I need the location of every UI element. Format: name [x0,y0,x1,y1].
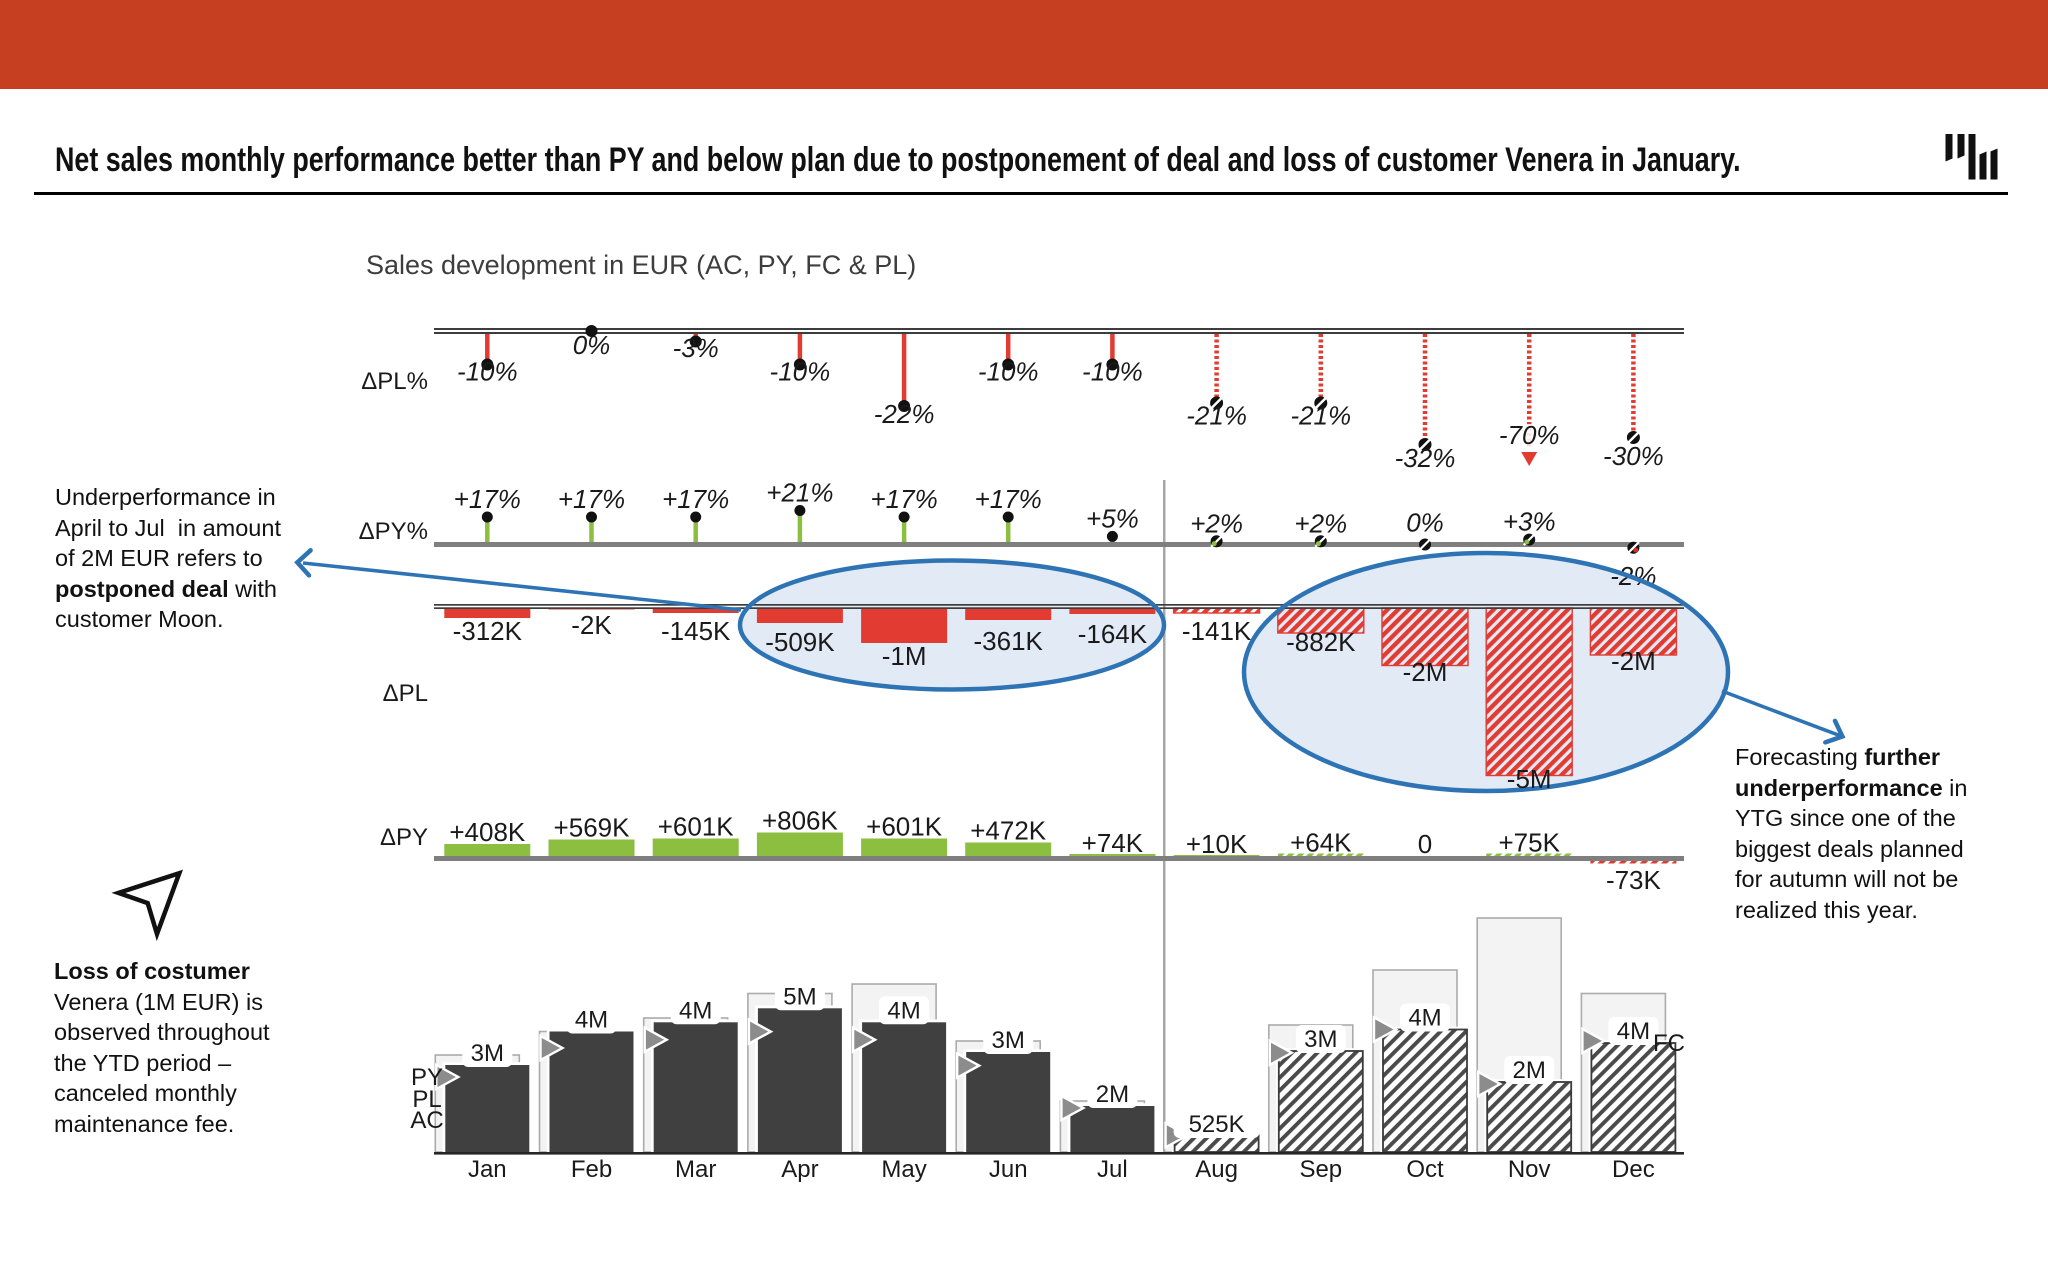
svg-text:4M: 4M [887,997,920,1024]
svg-text:+3%: +3% [1503,507,1556,537]
svg-text:+2%: +2% [1294,508,1347,538]
svg-text:-2M: -2M [1403,657,1448,687]
svg-text:AC: AC [410,1107,443,1134]
svg-text:4M: 4M [1617,1018,1650,1045]
svg-text:Apr: Apr [781,1156,818,1183]
svg-text:+10K: +10K [1186,829,1248,859]
svg-text:525K: 525K [1189,1111,1245,1138]
svg-text:-164K: -164K [1078,619,1148,649]
svg-text:-70%: -70% [1499,420,1560,450]
svg-text:+17%: +17% [662,484,729,514]
svg-text:-32%: -32% [1395,443,1456,473]
svg-text:-21%: -21% [1290,401,1351,431]
svg-text:Nov: Nov [1508,1156,1551,1183]
svg-text:+17%: +17% [454,484,521,514]
svg-text:2M: 2M [1096,1081,1129,1108]
svg-text:0: 0 [1418,829,1432,859]
svg-text:PL: PL [412,1086,441,1113]
svg-text:-361K: -361K [974,626,1044,656]
svg-text:ΔPY: ΔPY [380,824,428,851]
svg-text:-5M: -5M [1507,764,1552,794]
svg-text:-141K: -141K [1182,616,1252,646]
svg-text:3M: 3M [992,1027,1025,1054]
svg-text:Jan: Jan [468,1156,507,1183]
svg-text:+472K: +472K [970,816,1047,846]
svg-text:-73K: -73K [1606,865,1662,895]
svg-text:+17%: +17% [870,484,937,514]
svg-text:-10%: -10% [1082,357,1143,387]
svg-text:May: May [881,1156,926,1183]
svg-text:Jun: Jun [989,1156,1028,1183]
svg-text:-10%: -10% [770,357,831,387]
svg-text:FC: FC [1653,1030,1685,1057]
svg-text:-882K: -882K [1286,627,1356,657]
svg-text:+21%: +21% [766,478,833,508]
svg-text:-3%: -3% [673,333,719,363]
svg-text:-2M: -2M [1611,646,1656,676]
svg-text:+2%: +2% [1190,508,1243,538]
svg-text:-1M: -1M [882,641,927,671]
svg-text:-21%: -21% [1186,401,1247,431]
svg-text:ΔPY%: ΔPY% [359,518,428,545]
svg-text:-30%: -30% [1603,441,1664,471]
svg-text:-509K: -509K [765,627,835,657]
svg-text:2M: 2M [1513,1057,1546,1084]
svg-text:+17%: +17% [558,484,625,514]
svg-text:ΔPL: ΔPL [383,680,428,707]
svg-text:-145K: -145K [661,616,731,646]
svg-text:+17%: +17% [975,484,1042,514]
svg-text:5M: 5M [783,983,816,1010]
svg-text:+601K: +601K [658,812,735,842]
svg-text:-22%: -22% [874,399,935,429]
svg-text:Dec: Dec [1612,1156,1655,1183]
svg-text:0%: 0% [1406,508,1444,538]
svg-text:+408K: +408K [449,817,526,847]
svg-text:+601K: +601K [866,812,943,842]
svg-text:4M: 4M [679,997,712,1024]
svg-text:PY: PY [411,1064,443,1091]
svg-text:ΔPL%: ΔPL% [361,368,428,395]
svg-text:Sep: Sep [1299,1156,1342,1183]
svg-text:Jul: Jul [1097,1156,1128,1183]
svg-text:+75K: +75K [1498,828,1560,858]
svg-text:4M: 4M [1408,1005,1441,1032]
svg-text:-312K: -312K [453,616,523,646]
svg-text:-10%: -10% [978,357,1039,387]
svg-text:-10%: -10% [457,357,518,387]
svg-text:0%: 0% [573,330,611,360]
svg-text:+5%: +5% [1086,503,1139,533]
svg-text:4M: 4M [575,1007,608,1034]
svg-text:Oct: Oct [1406,1156,1444,1183]
svg-text:+806K: +806K [762,806,839,836]
svg-text:+64K: +64K [1290,828,1352,858]
svg-text:+569K: +569K [554,813,631,843]
svg-text:3M: 3M [1304,1026,1337,1053]
svg-text:Mar: Mar [675,1156,716,1183]
svg-text:-2K: -2K [571,610,612,640]
svg-text:Feb: Feb [571,1156,612,1183]
svg-text:Aug: Aug [1195,1156,1238,1183]
svg-text:3M: 3M [471,1040,504,1067]
svg-text:+74K: +74K [1082,828,1144,858]
